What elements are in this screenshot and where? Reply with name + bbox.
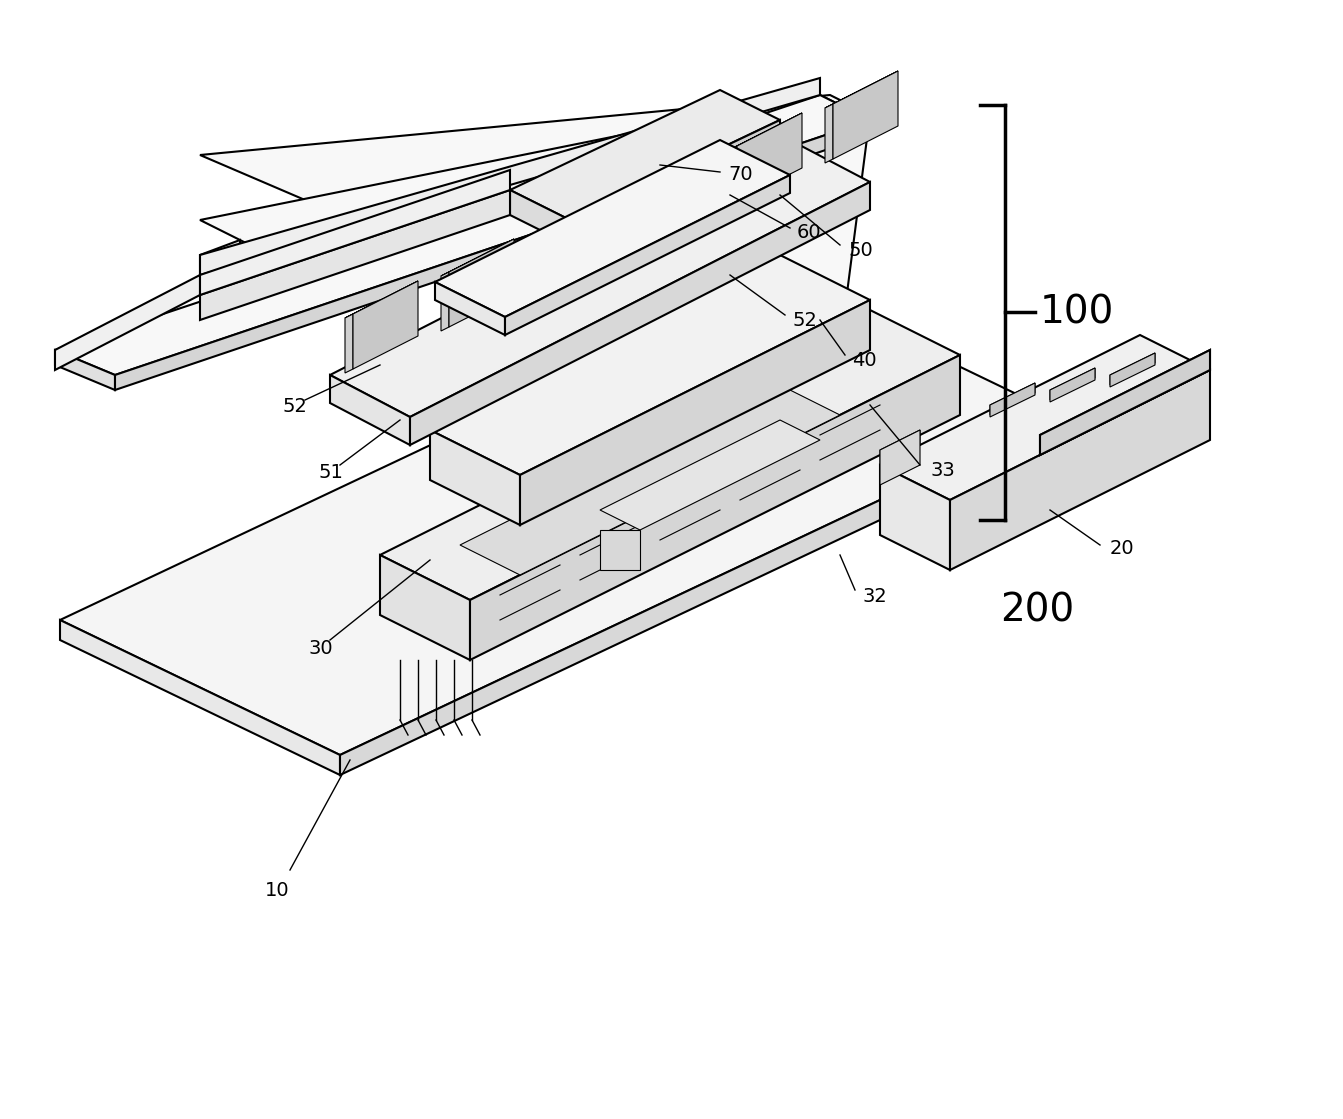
Text: 50: 50 [847,241,873,260]
Polygon shape [520,300,870,525]
Polygon shape [510,90,780,220]
Polygon shape [990,383,1035,415]
Polygon shape [340,415,1060,775]
Polygon shape [380,555,470,660]
Polygon shape [633,156,706,192]
Polygon shape [505,175,790,335]
Polygon shape [441,272,449,331]
Polygon shape [990,383,1035,417]
Text: 10: 10 [265,881,290,900]
Polygon shape [200,239,240,275]
Polygon shape [449,239,514,327]
Polygon shape [600,530,641,570]
Polygon shape [60,620,340,775]
Polygon shape [600,420,821,530]
Polygon shape [833,70,898,159]
Polygon shape [345,314,353,373]
Polygon shape [1050,368,1095,402]
Polygon shape [729,113,802,150]
Polygon shape [880,430,920,485]
Polygon shape [353,281,418,369]
Polygon shape [55,95,870,375]
Text: 52: 52 [283,397,308,416]
Polygon shape [435,140,790,317]
Polygon shape [1039,350,1210,455]
Polygon shape [430,255,870,474]
Text: 33: 33 [929,461,955,480]
Polygon shape [200,190,510,320]
Polygon shape [1111,352,1155,387]
Polygon shape [1111,352,1155,385]
Polygon shape [729,145,737,205]
Text: 70: 70 [728,166,752,185]
Polygon shape [410,182,870,445]
Polygon shape [1050,368,1095,399]
Polygon shape [880,335,1210,500]
Polygon shape [537,197,610,234]
Polygon shape [200,95,870,425]
Polygon shape [641,156,706,243]
Polygon shape [60,280,1060,755]
Polygon shape [200,170,510,295]
Polygon shape [380,310,960,600]
Text: 60: 60 [796,224,822,243]
Polygon shape [470,355,960,660]
Polygon shape [330,375,410,445]
Polygon shape [200,78,821,275]
Polygon shape [825,70,898,109]
Text: 30: 30 [308,639,333,658]
Polygon shape [537,231,545,289]
Polygon shape [115,120,870,391]
Polygon shape [345,281,418,318]
Polygon shape [510,190,569,245]
Polygon shape [435,282,505,335]
Polygon shape [330,140,870,417]
Polygon shape [569,120,780,245]
Polygon shape [545,197,610,285]
Polygon shape [55,350,115,391]
Polygon shape [633,188,641,247]
Polygon shape [1039,350,1210,455]
Text: 100: 100 [1039,293,1115,331]
Text: 200: 200 [1001,591,1074,629]
Polygon shape [441,239,514,276]
Polygon shape [200,95,870,245]
Polygon shape [880,430,920,466]
Text: 32: 32 [862,586,886,605]
Polygon shape [461,385,839,575]
Polygon shape [737,113,802,201]
Polygon shape [55,275,200,370]
Text: 40: 40 [851,350,877,369]
Text: 51: 51 [318,462,342,481]
Text: 20: 20 [1111,538,1135,557]
Polygon shape [950,370,1210,570]
Polygon shape [430,430,520,525]
Text: 52: 52 [792,310,818,329]
Polygon shape [825,104,833,163]
Polygon shape [880,466,950,570]
